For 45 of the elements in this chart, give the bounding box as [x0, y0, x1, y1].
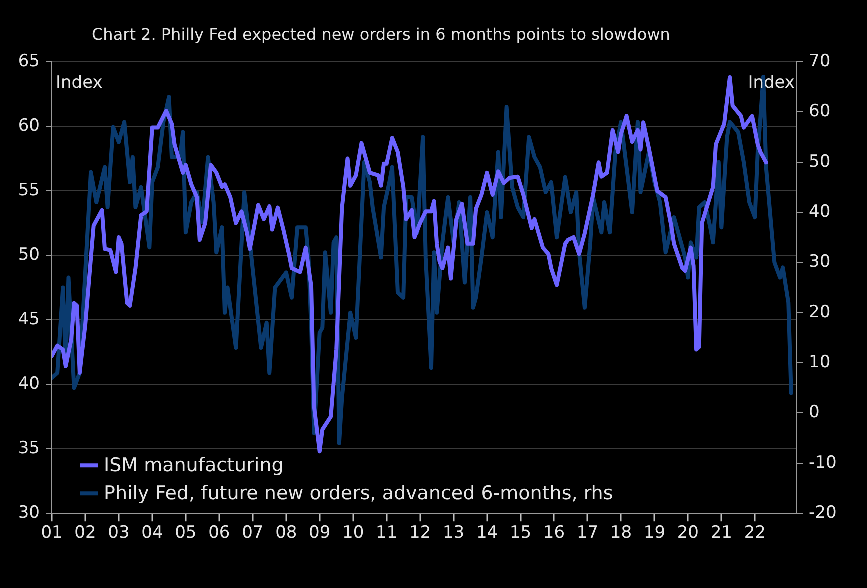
- x-tick-label: 07: [242, 523, 264, 544]
- y2-tick-label: -10: [809, 452, 837, 473]
- y2-tick-label: 10: [809, 352, 831, 372]
- y-tick-label: 35: [18, 438, 40, 459]
- x-tick-label: 22: [744, 523, 766, 544]
- x-tick-label: 16: [543, 523, 566, 544]
- y-tick-label: 55: [18, 180, 40, 200]
- y2-axis-title: Index: [748, 73, 795, 93]
- y-tick-label: 30: [18, 503, 40, 524]
- legend-label: Phily Fed, future new orders, advanced 6-months, rhs: [104, 482, 614, 505]
- y-tick-label: 40: [18, 374, 40, 394]
- x-tick-label: 02: [74, 523, 96, 544]
- chart-title: Chart 2. Philly Fed expected new orders in 6 months points to slowdown: [92, 25, 670, 44]
- y2-tick-label: 50: [809, 152, 831, 172]
- y2-tick-label: 60: [809, 102, 831, 122]
- x-tick-label: 04: [142, 523, 164, 544]
- y2-tick-label: 40: [809, 202, 831, 222]
- legend-label: ISM manufacturing: [104, 454, 284, 477]
- x-tick-label: 13: [442, 523, 465, 544]
- x-tick-label: 18: [610, 523, 632, 544]
- y-tick-label: 50: [18, 244, 40, 265]
- x-tick-label: 20: [677, 523, 699, 544]
- y2-tick-label: 0: [809, 402, 820, 423]
- y-axis-title: Index: [56, 73, 103, 93]
- y2-tick-label: 70: [809, 51, 831, 72]
- x-tick-label: 19: [644, 523, 666, 544]
- x-tick-label: 05: [175, 523, 197, 544]
- y-tick-label: 65: [18, 51, 40, 72]
- x-tick-label: 10: [342, 523, 364, 544]
- x-tick-label: 01: [41, 523, 63, 544]
- x-tick-label: 15: [510, 523, 532, 544]
- x-tick-label: 06: [208, 523, 230, 544]
- y2-tick-label: 30: [809, 252, 831, 272]
- x-tick-label: 17: [576, 523, 599, 544]
- y-tick-label: 45: [18, 309, 40, 330]
- x-tick-label: 08: [276, 523, 298, 544]
- x-tick-label: 21: [710, 523, 732, 544]
- x-tick-label: 12: [409, 523, 432, 544]
- y-tick-label: 60: [18, 116, 40, 136]
- x-tick-label: 03: [108, 523, 130, 544]
- x-tick-label: 09: [309, 523, 331, 544]
- x-tick-label: 11: [376, 523, 398, 544]
- x-tick-label: 14: [476, 523, 498, 544]
- y2-tick-label: 20: [809, 302, 831, 322]
- y2-tick-label: -20: [809, 503, 837, 524]
